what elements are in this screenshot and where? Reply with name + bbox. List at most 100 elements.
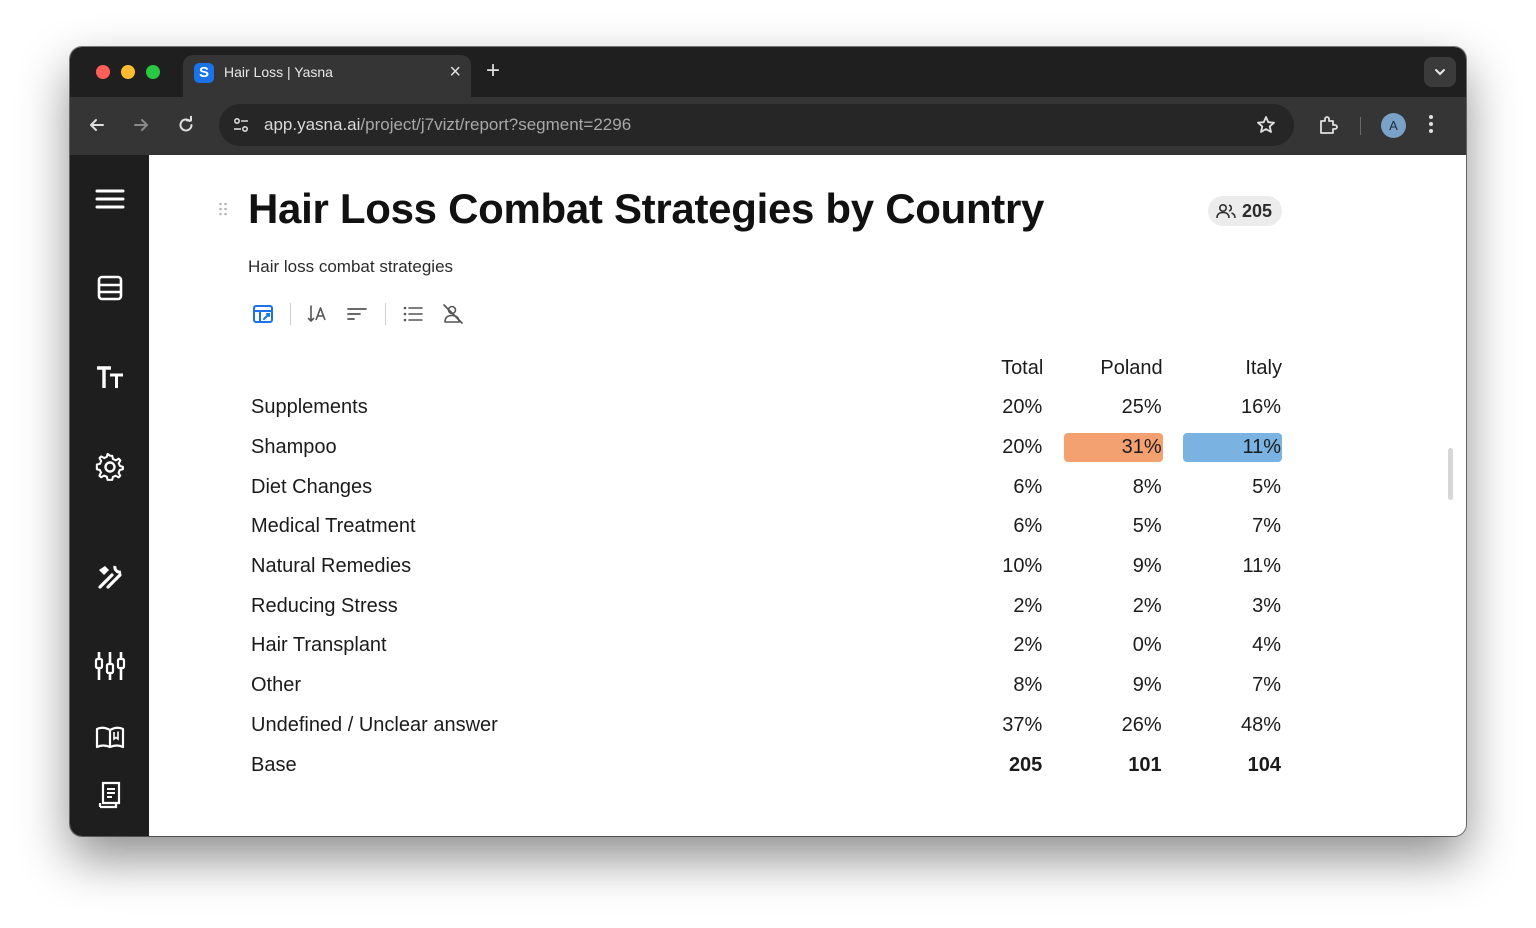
table-cell[interactable]: 31% <box>1061 428 1165 468</box>
table-cell[interactable]: 10% <box>941 547 1045 587</box>
crosstab-table: Total Poland Italy Supplements 20% 25% 16% S… <box>248 348 1284 785</box>
more-menu-icon[interactable] <box>1428 113 1434 140</box>
table-row: Hair Transplant 2% 0% 4% <box>248 626 1284 666</box>
extensions-puzzle-icon[interactable] <box>1316 113 1340 142</box>
table-cell[interactable]: 101 <box>1061 745 1165 785</box>
list-icon[interactable] <box>400 301 426 327</box>
table-cell[interactable]: 8% <box>941 666 1045 706</box>
cell-value: 7% <box>1252 515 1281 538</box>
table-cell[interactable]: 37% <box>941 706 1045 746</box>
table-settings-icon[interactable] <box>250 301 276 327</box>
tab-title: Hair Loss | Yasna <box>224 64 333 80</box>
row-label: Shampoo <box>251 436 337 459</box>
sliders-icon[interactable] <box>92 648 128 684</box>
table-cell[interactable]: 25% <box>1061 388 1165 428</box>
document-icon[interactable] <box>92 777 128 813</box>
back-arrow-icon[interactable] <box>86 114 108 136</box>
table-cell[interactable]: 11% <box>1180 428 1284 468</box>
table-row: Diet Changes 6% 8% 5% <box>248 467 1284 507</box>
cell-value: 9% <box>1132 555 1162 578</box>
table-cell[interactable]: 2% <box>1061 586 1165 626</box>
tab-search-button[interactable] <box>1424 57 1456 87</box>
hamburger-menu-icon[interactable] <box>92 181 128 217</box>
table-cell[interactable]: 7% <box>1180 666 1284 706</box>
table-cell[interactable]: 4% <box>1180 626 1284 666</box>
table-cell[interactable]: 7% <box>1180 507 1284 547</box>
cell-value: 16% <box>1240 396 1281 419</box>
profile-avatar[interactable]: A <box>1381 113 1406 138</box>
cell-value: 0% <box>1132 634 1162 657</box>
drag-handle-icon[interactable] <box>218 202 228 219</box>
close-tab-icon[interactable]: × <box>449 61 461 83</box>
table-cell[interactable]: 5% <box>1061 507 1165 547</box>
cell-value: 7% <box>1252 674 1281 697</box>
cell-value: 20% <box>1002 396 1043 419</box>
row-label: Hair Transplant <box>251 634 387 657</box>
column-header-poland[interactable]: Poland <box>1100 356 1163 379</box>
site-settings-icon[interactable] <box>231 115 251 140</box>
table-cell[interactable]: 8% <box>1061 467 1165 507</box>
column-header-italy[interactable]: Italy <box>1245 356 1282 379</box>
report-content: Hair Loss Combat Strategies by Country 2… <box>149 155 1466 836</box>
column-header-total[interactable]: Total <box>1001 356 1044 379</box>
table-row: Supplements 20% 25% 16% <box>248 388 1284 428</box>
table-cell[interactable]: 205 <box>941 745 1045 785</box>
table-row: Natural Remedies 10% 9% 11% <box>248 547 1284 587</box>
cell-value: 104 <box>1247 753 1281 776</box>
highlighted-cell-value: 31% <box>1063 433 1163 463</box>
gear-icon[interactable] <box>92 449 128 485</box>
table-cell[interactable]: 11% <box>1180 547 1284 587</box>
address-bar[interactable]: app.yasna.ai/project/j7vizt/report?segme… <box>219 104 1294 146</box>
table-cell[interactable]: 20% <box>941 388 1045 428</box>
hide-icon[interactable] <box>440 301 466 327</box>
reload-icon[interactable] <box>175 114 197 136</box>
table-cell[interactable]: 2% <box>941 586 1045 626</box>
table-cell[interactable]: 20% <box>941 428 1045 468</box>
table-cell[interactable]: 2% <box>941 626 1045 666</box>
cell-value: 48% <box>1240 713 1281 736</box>
table-header-row: Total Poland Italy <box>248 348 1284 388</box>
table-cell[interactable]: 6% <box>941 507 1045 547</box>
cell-value: 6% <box>1013 515 1043 538</box>
sort-lines-icon[interactable] <box>344 301 370 327</box>
base-count-value: 205 <box>1242 200 1273 221</box>
cell-value: 2% <box>1013 594 1043 617</box>
scrollbar-thumb[interactable] <box>1448 448 1453 500</box>
report-subtitle: Hair loss combat strategies <box>248 257 454 276</box>
table-cell[interactable]: 48% <box>1180 706 1284 746</box>
table-cell[interactable]: 5% <box>1180 467 1284 507</box>
book-icon[interactable] <box>92 719 128 755</box>
table-cell[interactable]: 16% <box>1180 388 1284 428</box>
table-row: Other 8% 9% 7% <box>248 666 1284 706</box>
new-tab-icon[interactable]: + <box>486 57 501 84</box>
row-label: Natural Remedies <box>251 555 412 578</box>
table-cell[interactable]: 9% <box>1061 666 1165 706</box>
table-cell[interactable]: 3% <box>1180 586 1284 626</box>
table-cell[interactable]: 0% <box>1061 626 1165 666</box>
bookmark-star-icon[interactable] <box>1255 114 1277 141</box>
cell-value: 101 <box>1128 753 1162 776</box>
table-row: Reducing Stress 2% 2% 3% <box>248 586 1284 626</box>
cell-value: 37% <box>1002 713 1043 736</box>
table-cell[interactable]: 6% <box>941 467 1045 507</box>
maximize-window-button[interactable] <box>146 65 160 79</box>
table-row: Undefined / Unclear answer 37% 26% 48% <box>248 706 1284 746</box>
cell-value: 20% <box>1002 436 1043 459</box>
close-window-button[interactable] <box>96 65 110 79</box>
table-icon[interactable] <box>92 270 128 306</box>
text-size-icon[interactable] <box>92 360 128 396</box>
cell-value: 205 <box>1008 753 1043 776</box>
sort-alpha-icon[interactable] <box>305 301 331 327</box>
cell-value: 8% <box>1132 475 1162 498</box>
table-cell[interactable]: 104 <box>1180 745 1284 785</box>
tools-icon[interactable] <box>92 559 128 595</box>
chevron-down-icon <box>1435 69 1445 76</box>
table-cell[interactable]: 26% <box>1061 706 1165 746</box>
active-tab[interactable]: S Hair Loss | Yasna × <box>183 55 471 97</box>
app-sidebar <box>70 155 149 836</box>
table-cell[interactable]: 9% <box>1061 547 1165 587</box>
minimize-window-button[interactable] <box>121 65 135 79</box>
forward-arrow-icon[interactable] <box>130 114 152 136</box>
browser-window: S Hair Loss | Yasna × + app.yasna.ai/pro… <box>70 47 1466 836</box>
url-text: app.yasna.ai/project/j7vizt/report?segme… <box>264 115 631 135</box>
